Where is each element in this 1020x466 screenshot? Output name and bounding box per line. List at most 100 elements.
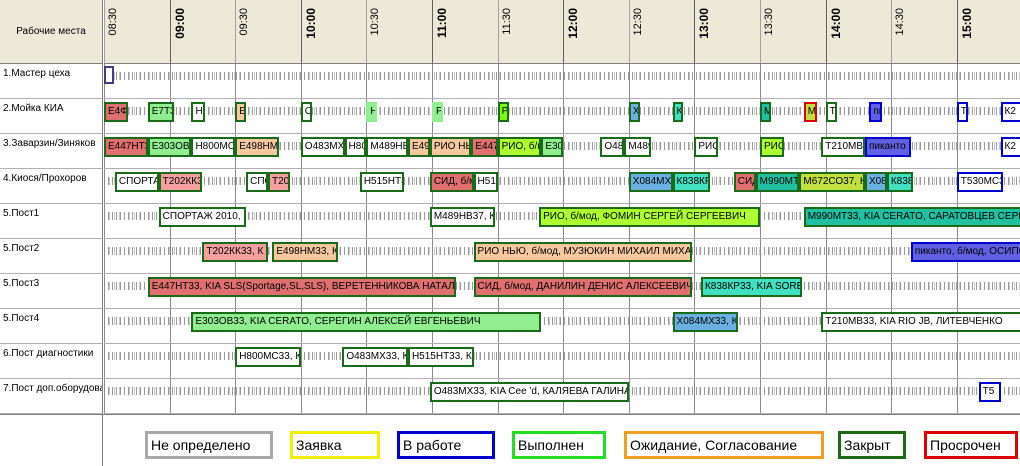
track-divider: [694, 344, 696, 378]
workplace-label[interactable]: 5.Пост1: [0, 204, 103, 239]
work-order-block[interactable]: РИ: [497, 102, 509, 122]
work-order-block[interactable]: Е303ОВ33, KIA CERATO, СЕРЕГИН АЛЕКСЕЙ ЕВ…: [191, 312, 542, 332]
work-order-block[interactable]: К838КР33: [672, 172, 710, 192]
selected-cell[interactable]: [104, 66, 114, 84]
work-order-block[interactable]: Т2: [825, 102, 837, 122]
work-order-block[interactable]: СИД, б/мод: [429, 172, 474, 192]
work-order-block[interactable]: Т210МВ33: [821, 137, 865, 157]
work-order-block[interactable]: М489НВ37: [624, 137, 651, 157]
workplace-label[interactable]: 5.Пост2: [0, 239, 103, 274]
track-divider: [760, 204, 761, 238]
work-order-block[interactable]: К838КР33, KIA SORENTO: [700, 277, 802, 297]
work-order-block[interactable]: Н515НТ33: [473, 172, 498, 192]
work-order-block[interactable]: РИО НЬЮ: [429, 137, 472, 157]
work-order-block[interactable]: Х084МХ33, К: [672, 312, 739, 332]
work-order-block[interactable]: Е498НМ33, К: [272, 242, 338, 262]
work-order-block[interactable]: К838КР: [886, 172, 914, 192]
workplace-track[interactable]: СПОРТАЖТ202КК33СПОРТАЖТ202КК33Н515НТ33СИ…: [104, 169, 1020, 204]
work-order-block[interactable]: Е7Т3: [147, 102, 174, 122]
work-order-block[interactable]: Е498НМ33: [407, 137, 430, 157]
workplace-label[interactable]: 2.Мойка КИА: [0, 99, 103, 134]
work-order-block[interactable]: Н800МС33: [344, 137, 367, 157]
work-order-block[interactable]: Е447НТ33: [104, 137, 148, 157]
work-order-block[interactable]: К2: [1000, 137, 1020, 157]
work-order-block[interactable]: Н515НТ33: [359, 172, 404, 192]
work-order-block[interactable]: СИД: [733, 172, 756, 192]
work-order-block[interactable]: пиканто, б/мод, ОСИПОВ: [910, 242, 1020, 262]
work-order-block[interactable]: Н5: [366, 102, 378, 122]
workplace-track[interactable]: СПОРТАЖ 2010, М489НВ37, К РИО, б/мод, ФОМИ…: [104, 204, 1020, 239]
work-order-block[interactable]: О483МХ33, К: [342, 347, 408, 367]
work-order-block[interactable]: Е4: [235, 102, 247, 122]
work-order-block[interactable]: РИО, б/мод: [497, 137, 542, 157]
workplace-label[interactable]: 5.Пост4: [0, 309, 103, 344]
workplace-track[interactable]: Е447НТ33Е303ОВ33Н800МС33Е498НМ33О483МХ33…: [104, 134, 1020, 169]
work-order-block[interactable]: Х084МХ33: [628, 172, 673, 192]
work-order-block[interactable]: Т202КК33: [158, 172, 203, 192]
work-order-block[interactable]: СИД, б/мод, ДАНИЛИН ДЕНИС АЛЕКСЕЕВИЧ: [473, 277, 693, 297]
work-order-block[interactable]: М990МТ33: [755, 172, 800, 192]
work-order-block[interactable]: М672СО37, К: [799, 172, 865, 192]
work-order-block[interactable]: М9: [760, 102, 771, 122]
work-order-block[interactable]: О: [300, 102, 312, 122]
work-order-block[interactable]: Т530МС33: [956, 172, 1003, 192]
work-order-block[interactable]: Н800МС33, К: [235, 347, 301, 367]
work-order-block[interactable]: Е303ОВ33: [541, 137, 564, 157]
work-order-block[interactable]: РИ: [432, 102, 443, 122]
work-order-block[interactable]: Т5: [978, 382, 1001, 402]
work-order-block[interactable]: К2: [1000, 102, 1020, 122]
track-divider: [891, 379, 893, 413]
work-order-block[interactable]: РИО: [694, 137, 719, 157]
work-order-block[interactable]: РИО, б/мод, ФОМИН СЕРГЕЙ СЕРГЕЕВИЧ: [539, 207, 760, 227]
work-order-block[interactable]: Н8: [191, 102, 205, 122]
work-order-block[interactable]: Е498НМ33: [235, 137, 279, 157]
work-order-block[interactable]: О483МХ33, KIA Cee 'd, КАЛЯЕВА ГАЛИНА: [429, 382, 629, 402]
workplace-label[interactable]: 5.Пост3: [0, 274, 103, 309]
workplace-label[interactable]: 6.Пост диагностики: [0, 344, 103, 379]
work-order-block[interactable]: Е447НТ33, KIA SLS(Sportage,SL,SLS), ВЕРЕ…: [147, 277, 457, 297]
work-order-block[interactable]: Т5: [956, 102, 968, 122]
workplace-label[interactable]: 1.Мастер цеха: [0, 64, 103, 99]
time-tick-label: 11:30: [501, 8, 515, 63]
work-order-block[interactable]: М489НВ37: [366, 137, 408, 157]
work-order-block[interactable]: О483МХ33: [600, 137, 625, 157]
work-order-block[interactable]: Т202КК33, К: [202, 242, 268, 262]
workplace-track[interactable]: Е447НТ33, KIA SLS(Sportage,SL,SLS), ВЕРЕ…: [104, 274, 1020, 309]
work-order-block[interactable]: пи: [869, 102, 883, 122]
time-tick-label: 13:30: [763, 8, 777, 63]
workplace-label[interactable]: 3.Заварзин/Зиняков: [0, 134, 103, 169]
work-order-block[interactable]: Е4Ф: [104, 102, 129, 122]
work-order-block[interactable]: пиканто: [864, 137, 911, 157]
work-order-block[interactable]: СПОРТАЖ: [246, 172, 268, 192]
work-order-block[interactable]: РИО: [760, 137, 785, 157]
work-order-block[interactable]: РИО НЬЮ, б/мод, МУЗЮКИН МИХАИЛ МИХАЙЛОВИ…: [473, 242, 693, 262]
work-order-block[interactable]: О483МХ33: [300, 137, 345, 157]
workplace-track[interactable]: Е4Ф Е7Т3 Н8 Е4 О Н5 РИ РИ Х0 К8 М9 М6 Т2 пи Т5 К2: [104, 99, 1020, 134]
track-divider: [825, 274, 827, 308]
workplace-track[interactable]: [104, 64, 1020, 99]
work-order-block[interactable]: Х0: [628, 102, 640, 122]
work-order-block[interactable]: Е303ОВ33: [147, 137, 192, 157]
work-order-block[interactable]: М990МТ33, KIA CERATO, САРАТОВЦЕВ СЕРГЕЙ: [803, 207, 1020, 227]
work-order-block[interactable]: М6: [803, 102, 817, 122]
work-order-block[interactable]: Х084: [864, 172, 887, 192]
workplace-track[interactable]: О483МХ33, KIA Cee 'd, КАЛЯЕВА ГАЛИНА Т5: [104, 379, 1020, 414]
work-order-block[interactable]: М489НВ37, К: [429, 207, 496, 227]
work-order-block[interactable]: Н515НТ33, К: [407, 347, 474, 367]
work-order-block[interactable]: Т202КК33: [268, 172, 290, 192]
work-order-block[interactable]: СПОРТАЖ 2010,: [158, 207, 247, 227]
legend-bar: Не определено Заявка В работе Выполнен Ожида…: [0, 414, 1020, 466]
work-order-block[interactable]: Т210МВ33, KIA RIO JB, ЛИТЕВЧЕНКО: [821, 312, 1020, 332]
time-axis[interactable]: 08:30 09:00 09:30 10:00 10:30 11:00 11:30 12:00…: [104, 0, 1020, 64]
work-order-block[interactable]: Н800МС33: [191, 137, 236, 157]
workplace-label[interactable]: 4.Киося/Прохоров: [0, 169, 103, 204]
workplace-label[interactable]: 7.Пост доп.оборудования: [0, 379, 103, 414]
work-order-block[interactable]: К8: [672, 102, 684, 122]
work-order-block[interactable]: Е447НТ33: [471, 137, 498, 157]
work-order-block[interactable]: СПОРТАЖ: [114, 172, 159, 192]
workplace-track[interactable]: Н800МС33, К О483МХ33, К Н515НТ33, К: [104, 344, 1020, 379]
workplace-track[interactable]: Т202КК33, К Е498НМ33, К РИО НЬЮ, б/мод, МУ…: [104, 239, 1020, 274]
legend-status: Не определено: [145, 431, 273, 459]
workplace-track[interactable]: Е303ОВ33, KIA CERATO, СЕРЕГИН АЛЕКСЕЙ ЕВ…: [104, 309, 1020, 344]
